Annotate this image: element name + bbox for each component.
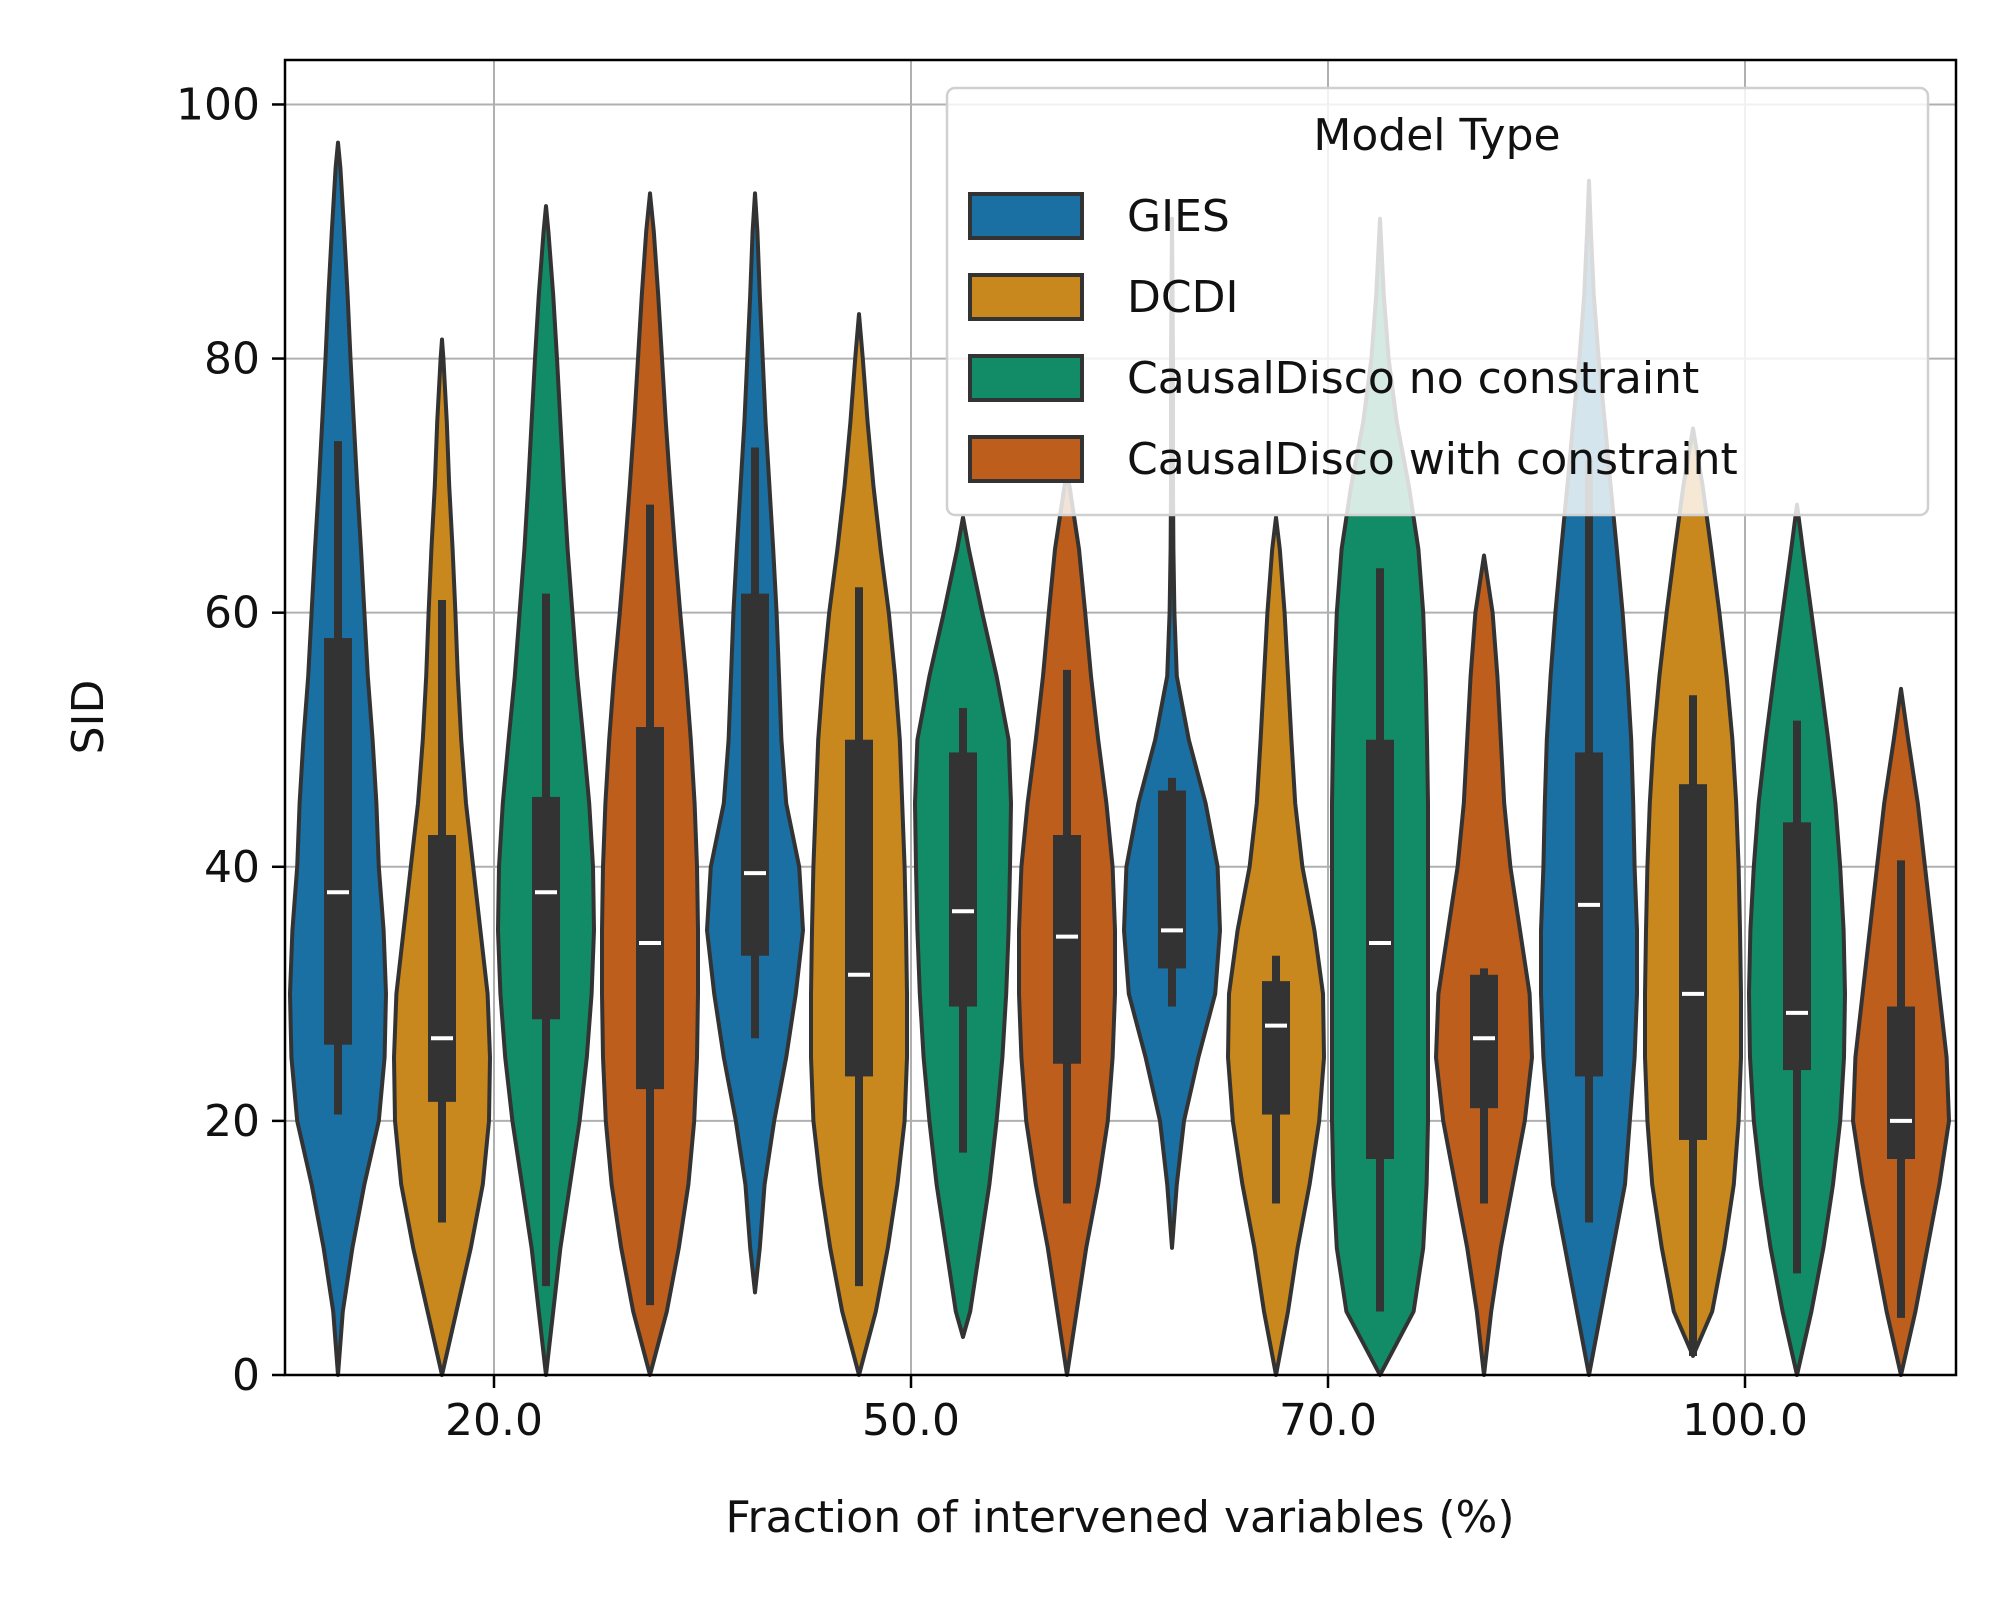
y-axis-label: SID [63,680,114,755]
violin-body [1434,553,1534,1377]
violin-iqr-box [324,638,352,1045]
y-tick-label: 20 [204,1096,260,1147]
violin-iqr-box [1575,752,1603,1077]
legend-label: CausalDisco no constraint [1127,353,1699,404]
violin-iqr-box [1783,822,1811,1071]
violin-iqr-box [1470,974,1498,1109]
violin-layer [288,140,1951,1377]
violin-iqr-box [741,593,769,956]
violin-iqr-box [1053,835,1081,1064]
legend-swatch [968,192,1084,240]
legend-label: GIES [1127,191,1230,242]
y-tick-label: 0 [232,1350,260,1401]
violin-iqr-box [949,752,977,1007]
y-tick-label: 80 [204,334,260,385]
plot-frame [283,58,1958,1377]
legend-swatch [968,273,1084,321]
x-tick-label: 20.0 [445,1395,543,1446]
legend-swatch [968,354,1084,402]
legend-items: GIES DCDI CausalDisco no constraint CausalD… [968,191,1738,485]
violin-iqr-box [1887,1006,1915,1160]
legend: Model Type GIES DCDI CausalDisco no constr… [945,86,1930,517]
x-axis-label: Fraction of intervened variables (%) [725,1492,1514,1543]
x-tick-label: 50.0 [862,1395,960,1446]
legend-swatch [968,435,1084,483]
axis-layer: 0 20 40 60 80 100 20.0 50.0 70.0 100.0 [176,79,1808,1446]
x-tick-label: 70.0 [1279,1395,1377,1446]
violin-iqr-box [845,739,873,1077]
violin-body [1226,515,1326,1377]
violin-iqr-box [428,835,456,1102]
y-tick-label: 60 [204,588,260,639]
violin-iqr-box [1366,739,1394,1160]
legend-label: CausalDisco with constraint [1127,434,1738,485]
legend-title: Model Type [1313,110,1560,161]
y-tick-label: 40 [204,842,260,893]
y-tick-label: 100 [176,79,260,130]
legend-label: DCDI [1127,272,1238,323]
violin-iqr-box [532,796,560,1020]
violin-iqr-box [636,727,664,1090]
violin-iqr-box [1262,981,1290,1115]
violin-iqr-box [1158,790,1186,969]
violin-iqr-box [1679,784,1707,1140]
x-tick-label: 100.0 [1682,1395,1808,1446]
legend-frame [945,86,1930,517]
